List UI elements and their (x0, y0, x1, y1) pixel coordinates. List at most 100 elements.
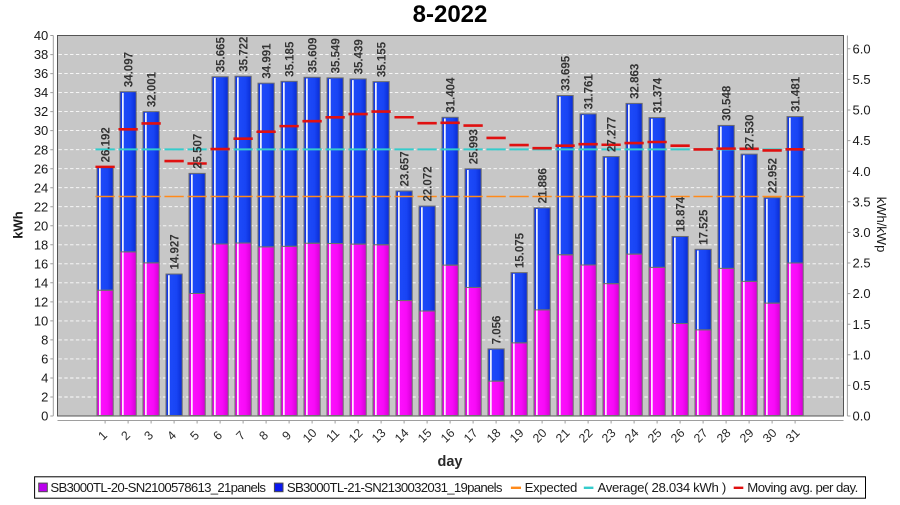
svg-text:7.056: 7.056 (491, 316, 503, 345)
svg-text:34: 34 (34, 85, 48, 100)
svg-text:10: 10 (34, 314, 48, 329)
svg-text:35.439: 35.439 (353, 39, 365, 74)
svg-text:12: 12 (346, 426, 366, 446)
svg-text:kWh: kWh (11, 211, 26, 239)
svg-text:18: 18 (34, 237, 48, 252)
svg-text:0.5: 0.5 (853, 378, 871, 393)
svg-text:35.665: 35.665 (215, 36, 227, 72)
svg-text:16: 16 (34, 256, 48, 271)
svg-text:5.5: 5.5 (853, 72, 871, 87)
svg-text:0: 0 (41, 409, 48, 424)
svg-text:33.695: 33.695 (560, 55, 572, 91)
svg-text:Moving avg. per day.: Moving avg. per day. (747, 480, 858, 495)
svg-text:23: 23 (599, 426, 619, 446)
svg-text:29: 29 (737, 426, 757, 446)
svg-text:20: 20 (34, 218, 48, 233)
svg-text:35.609: 35.609 (307, 38, 319, 73)
svg-text:26: 26 (668, 426, 688, 446)
svg-text:26: 26 (34, 161, 48, 176)
svg-text:Expected: Expected (525, 480, 578, 495)
svg-text:1: 1 (95, 428, 110, 443)
svg-text:40: 40 (34, 28, 48, 43)
svg-text:35.549: 35.549 (330, 38, 342, 73)
svg-text:14.927: 14.927 (169, 234, 181, 269)
svg-text:3.5: 3.5 (853, 194, 871, 209)
svg-text:10: 10 (300, 426, 320, 446)
svg-text:0.0: 0.0 (853, 409, 871, 424)
svg-text:7: 7 (233, 428, 248, 443)
svg-text:2: 2 (41, 390, 48, 405)
svg-text:4.0: 4.0 (853, 164, 871, 179)
svg-text:27.530: 27.530 (744, 114, 756, 149)
svg-text:32: 32 (34, 104, 48, 119)
svg-text:3: 3 (141, 428, 156, 443)
svg-text:35.722: 35.722 (238, 37, 250, 72)
svg-text:27: 27 (691, 426, 711, 446)
svg-text:8-2022: 8-2022 (413, 1, 488, 28)
svg-text:11: 11 (323, 426, 342, 445)
svg-text:3.0: 3.0 (853, 225, 871, 240)
svg-text:day: day (438, 454, 463, 470)
svg-text:28: 28 (34, 142, 48, 157)
svg-text:8: 8 (256, 428, 271, 443)
svg-text:6.0: 6.0 (853, 41, 871, 56)
svg-text:14: 14 (392, 426, 412, 446)
svg-text:12: 12 (34, 295, 48, 310)
svg-text:25.507: 25.507 (192, 134, 204, 169)
svg-text:28: 28 (714, 426, 734, 446)
svg-text:25: 25 (645, 426, 665, 446)
svg-text:kWh/kWp: kWh/kWp (874, 197, 889, 253)
svg-text:19: 19 (507, 426, 527, 446)
svg-text:4.5: 4.5 (853, 133, 871, 148)
svg-text:6: 6 (210, 428, 225, 443)
svg-text:9: 9 (279, 428, 294, 443)
svg-text:31.481: 31.481 (790, 76, 802, 112)
svg-text:25.993: 25.993 (468, 129, 480, 164)
svg-text:5.0: 5.0 (853, 103, 871, 118)
svg-text:32.863: 32.863 (629, 64, 641, 99)
svg-text:4: 4 (164, 428, 179, 443)
svg-text:30: 30 (760, 426, 780, 446)
svg-text:21: 21 (553, 426, 573, 446)
svg-text:20: 20 (530, 426, 550, 446)
svg-text:22: 22 (576, 426, 596, 446)
svg-text:SB3000TL-20-SN2100578613_21pan: SB3000TL-20-SN2100578613_21panels (50, 480, 266, 495)
svg-text:23.657: 23.657 (399, 151, 411, 186)
svg-text:30.548: 30.548 (721, 85, 733, 121)
svg-text:24: 24 (622, 426, 642, 446)
svg-text:2.0: 2.0 (853, 286, 871, 301)
svg-text:13: 13 (369, 426, 389, 446)
svg-text:15: 15 (415, 426, 435, 446)
svg-text:31.404: 31.404 (445, 77, 457, 113)
svg-text:31: 31 (783, 426, 803, 446)
svg-text:17.525: 17.525 (698, 209, 710, 245)
svg-text:26.192: 26.192 (100, 127, 112, 162)
svg-text:4: 4 (41, 371, 48, 386)
svg-text:27.277: 27.277 (606, 117, 618, 152)
svg-text:Average( 28.034 kWh ): Average( 28.034 kWh ) (598, 480, 727, 495)
svg-text:36: 36 (34, 66, 48, 81)
svg-text:15.075: 15.075 (514, 232, 526, 268)
svg-text:24: 24 (34, 180, 48, 195)
svg-text:6: 6 (41, 352, 48, 367)
svg-text:18.874: 18.874 (675, 196, 687, 232)
svg-text:22.072: 22.072 (422, 166, 434, 201)
svg-text:18: 18 (484, 426, 504, 446)
svg-text:1.0: 1.0 (853, 347, 871, 362)
svg-text:31.374: 31.374 (652, 77, 664, 113)
svg-text:31.761: 31.761 (583, 74, 595, 110)
svg-text:14: 14 (34, 275, 48, 290)
svg-text:32.001: 32.001 (146, 71, 158, 107)
svg-text:SB3000TL-21-SN2130032031_19pan: SB3000TL-21-SN2130032031_19panels (287, 480, 503, 495)
svg-text:38: 38 (34, 47, 48, 62)
svg-text:22.952: 22.952 (767, 158, 779, 193)
svg-text:2.5: 2.5 (853, 256, 871, 271)
svg-text:30: 30 (34, 123, 48, 138)
svg-text:35.185: 35.185 (284, 41, 296, 77)
svg-text:17: 17 (461, 426, 481, 446)
svg-text:21.886: 21.886 (537, 168, 549, 203)
svg-text:16: 16 (438, 426, 458, 446)
svg-text:34.097: 34.097 (123, 52, 135, 87)
svg-text:8: 8 (41, 333, 48, 348)
svg-text:34.991: 34.991 (261, 43, 273, 79)
